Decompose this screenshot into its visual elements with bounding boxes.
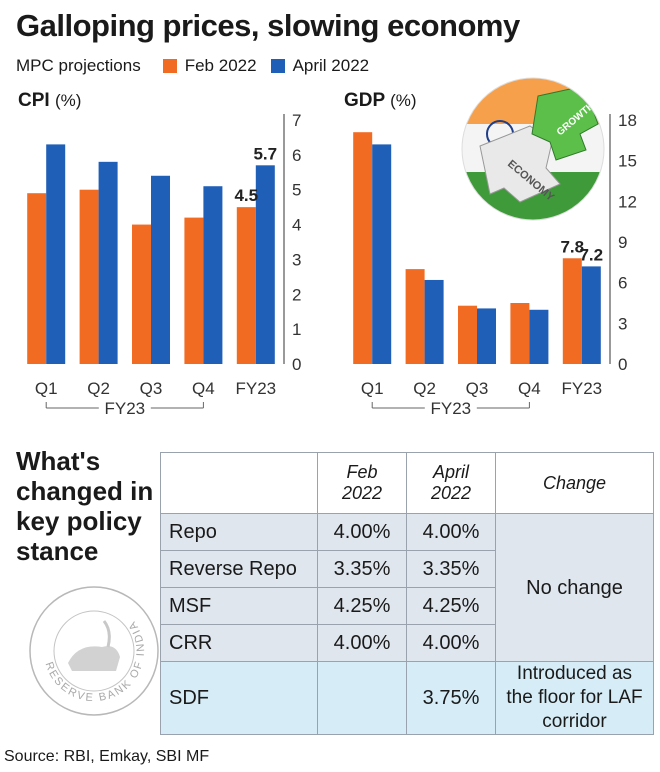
cpi-bar-april (46, 144, 66, 364)
policy-feb-reverse-repo: 3.35% (317, 550, 407, 588)
gdp-y-tick: 0 (618, 355, 627, 374)
cpi-group-label: FY23 (104, 399, 145, 418)
gdp-data-label: 7.8 (560, 237, 584, 256)
cpi-data-label: 5.7 (253, 144, 277, 163)
policy-feb-crr: 4.00% (317, 624, 407, 662)
cpi-title-text: CPI (18, 90, 50, 111)
legend-swatch-april (270, 59, 285, 73)
cpi-bar-april (151, 175, 170, 364)
table-row: CRR 4.00% 4.00% (160, 624, 654, 662)
cpi-y-tick: 7 (292, 111, 301, 130)
policy-label-crr: CRR (160, 624, 318, 662)
policy-feb-msf: 4.25% (317, 587, 407, 625)
policy-label-sdf: SDF (160, 661, 318, 735)
policy-section-title: What's changed in key policy stance (16, 446, 154, 566)
legend: MPC projections Feb 2022 April 2022 (16, 56, 369, 76)
policy-header-feb: Feb 2022 (317, 452, 407, 514)
policy-table: Feb 2022 April 2022 Change Repo 4.00% 4.… (160, 452, 654, 735)
gdp-y-tick: 3 (618, 314, 627, 333)
economy-growth-puzzle-illustration: ECONOMY GROWTH (461, 77, 605, 221)
gdp-bar-april (372, 144, 392, 364)
cpi-x-tick: Q3 (140, 379, 163, 398)
gdp-group-label: FY23 (430, 399, 471, 418)
gdp-bar-april (424, 279, 444, 364)
cpi-y-tick: 1 (292, 320, 301, 339)
policy-apr-repo: 4.00% (406, 513, 496, 551)
gdp-bar-feb (510, 303, 530, 364)
policy-label-repo: Repo (160, 513, 318, 551)
cpi-x-tick: FY23 (235, 379, 276, 398)
cpi-data-label: 4.5 (234, 186, 258, 205)
gdp-bar-april (581, 266, 601, 364)
table-row: Repo 4.00% 4.00% No change (160, 513, 654, 662)
policy-apr-reverse-repo: 3.35% (406, 550, 496, 588)
gdp-x-tick: Q1 (361, 379, 384, 398)
policy-apr-sdf: 3.75% (406, 661, 496, 735)
legend-item-feb: Feb 2022 (184, 56, 257, 75)
cpi-chart: 0 1 2 3 4 5 6 7 Q1 Q2 Q3 Q4 FY23 4.5 5.7 FY23 (27, 111, 301, 418)
policy-feb-repo: 4.00% (317, 513, 407, 551)
cpi-y-tick: 2 (292, 285, 301, 304)
gdp-title-text: GDP (344, 90, 385, 111)
policy-apr-msf: 4.25% (406, 587, 496, 625)
gdp-y-tick: 12 (618, 192, 637, 211)
cpi-x-tick: Q2 (87, 379, 110, 398)
cpi-bar-april (255, 165, 275, 364)
cpi-bar-feb (132, 224, 151, 364)
cpi-y-tick: 0 (292, 355, 301, 374)
cpi-y-tick: 4 (292, 216, 301, 235)
legend-swatch-feb (162, 59, 177, 73)
table-row: MSF 4.25% 4.25% (160, 587, 654, 625)
gdp-chart: 0 3 6 9 12 15 18 Q1 Q2 Q3 Q4 FY23 7.87.2 FY23 (353, 111, 637, 418)
policy-header-change: Change (495, 452, 654, 514)
cpi-bar-feb (184, 217, 204, 364)
gdp-unit: (%) (390, 91, 417, 110)
gdp-x-tick: Q3 (466, 379, 489, 398)
gdp-x-tick: FY23 (561, 379, 602, 398)
cpi-bar-feb (236, 207, 256, 364)
cpi-chart-title: CPI (%) (18, 90, 81, 112)
legend-label: MPC projections (16, 56, 141, 75)
rbi-emblem: RESERVE BANK OF INDIA (29, 586, 159, 716)
cpi-y-tick: 6 (292, 146, 301, 165)
cpi-y-tick: 5 (292, 181, 301, 200)
policy-label-reverse-repo: Reverse Repo (160, 550, 318, 588)
cpi-y-tick: 3 (292, 250, 301, 269)
policy-change-sdf: Introduced as the floor for LAF corridor (495, 661, 654, 735)
policy-no-change: No change (495, 513, 654, 662)
table-row: SDF 3.75% Introduced as the floor for LA… (160, 661, 654, 735)
gdp-y-tick: 9 (618, 233, 627, 252)
cpi-x-tick: Q4 (192, 379, 215, 398)
policy-header-empty (160, 452, 318, 514)
gdp-y-tick: 18 (618, 111, 637, 130)
policy-label-msf: MSF (160, 587, 318, 625)
legend-item-april: April 2022 (292, 56, 370, 75)
policy-apr-crr: 4.00% (406, 624, 496, 662)
gdp-bar-april (477, 308, 496, 364)
gdp-bar-feb (353, 132, 373, 364)
page-title: Galloping prices, slowing economy (16, 8, 520, 43)
gdp-y-tick: 6 (618, 274, 627, 293)
policy-header-april: April 2022 (406, 452, 496, 514)
cpi-bar-feb (27, 193, 47, 364)
gdp-x-tick: Q4 (518, 379, 541, 398)
gdp-y-tick: 15 (618, 152, 637, 171)
cpi-unit: (%) (54, 91, 82, 110)
gdp-bar-feb (405, 269, 425, 364)
table-row: Reverse Repo 3.35% 3.35% (160, 550, 654, 588)
cpi-bar-feb (79, 189, 99, 364)
gdp-data-label: 7.2 (579, 245, 603, 264)
gdp-bar-feb (562, 258, 582, 364)
gdp-chart-title: GDP (%) (344, 90, 417, 112)
gdp-bar-april (529, 309, 549, 364)
cpi-bar-april (203, 186, 223, 364)
policy-feb-sdf (317, 661, 407, 735)
gdp-bar-feb (458, 305, 477, 364)
cpi-x-tick: Q1 (35, 379, 58, 398)
gdp-x-tick: Q2 (413, 379, 436, 398)
source-note: Source: RBI, Emkay, SBI MF (4, 748, 210, 765)
cpi-bar-april (98, 161, 118, 364)
policy-table-header: Feb 2022 April 2022 Change (160, 452, 654, 514)
